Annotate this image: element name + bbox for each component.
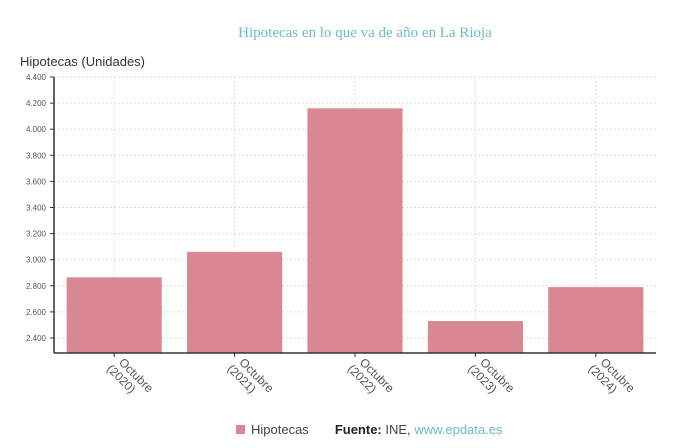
x-tick-label: Octubre(2021) [224,355,276,396]
bar[interactable] [548,287,644,353]
x-tick-label: Octubre(2023) [465,355,517,396]
y-tick-label: 3.800 [26,151,47,160]
y-tick-label: 2.800 [26,282,47,291]
y-tick-label: 3.600 [26,177,47,186]
y-tick-label: 3.200 [26,230,47,239]
y-tick-label: 4.400 [26,73,47,82]
y-tick-label: 3.000 [26,256,47,265]
source-link[interactable]: www.epdata.es [414,422,503,437]
bar[interactable] [427,321,523,353]
bar[interactable] [307,108,403,353]
legend-series-label[interactable]: Hipotecas [251,422,309,437]
y-axis-label: Hipotecas (Unidades) [20,54,146,69]
legend-swatch-icon [236,425,245,434]
y-tick-label: 4.200 [26,99,47,108]
x-tick-label: Octubre(2020) [104,355,156,396]
y-tick-label: 3.400 [26,203,47,212]
legend: Hipotecas Fuente: INE, www.epdata.es [236,422,502,437]
chart-title: Hipotecas en lo que va de año en La Rioj… [238,25,492,41]
bar[interactable] [66,277,162,353]
y-tick-label: 2.400 [26,334,47,343]
bar[interactable] [187,251,283,353]
source-note: Fuente: INE, www.epdata.es [335,422,503,437]
y-tick-label: 2.600 [26,308,47,317]
source-name: INE, [385,422,411,437]
source-label: Fuente: [334,422,382,437]
y-tick-label: 4.000 [26,125,47,134]
x-tick-label: Octubre(2022) [345,355,397,396]
x-tick-label: Octubre(2024) [586,355,638,396]
